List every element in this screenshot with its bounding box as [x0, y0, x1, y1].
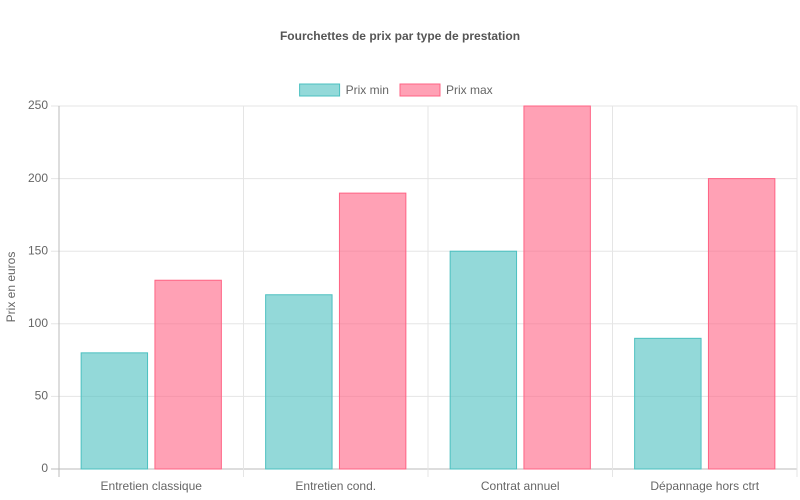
chart-title: Fourchettes de prix par type de prestati…	[280, 29, 520, 43]
bar	[634, 337, 702, 470]
x-tick-label: Entretien cond.	[295, 479, 376, 493]
y-tick-label: 0	[41, 461, 48, 475]
y-axis-label: Prix en euros	[4, 252, 18, 323]
x-tick-label: Entretien classique	[101, 479, 203, 493]
legend-label: Prix max	[446, 83, 493, 97]
x-tick-label: Dépannage hors ctrt	[650, 479, 759, 493]
y-tick-label: 250	[28, 98, 48, 112]
y-tick-label: 100	[28, 316, 48, 330]
y-tick-label: 50	[35, 389, 49, 403]
x-tick-label: Contrat annuel	[481, 479, 560, 493]
y-tick-label: 200	[28, 171, 48, 185]
bar	[154, 279, 222, 470]
legend-label: Prix min	[346, 83, 389, 97]
bar	[265, 294, 333, 470]
bar	[523, 105, 591, 470]
bar	[449, 250, 518, 470]
y-tick-label: 150	[28, 243, 48, 257]
legend-swatch	[399, 83, 441, 97]
bar	[707, 178, 776, 470]
bar	[80, 352, 149, 470]
legend-swatch	[299, 83, 341, 97]
bar	[338, 192, 407, 470]
